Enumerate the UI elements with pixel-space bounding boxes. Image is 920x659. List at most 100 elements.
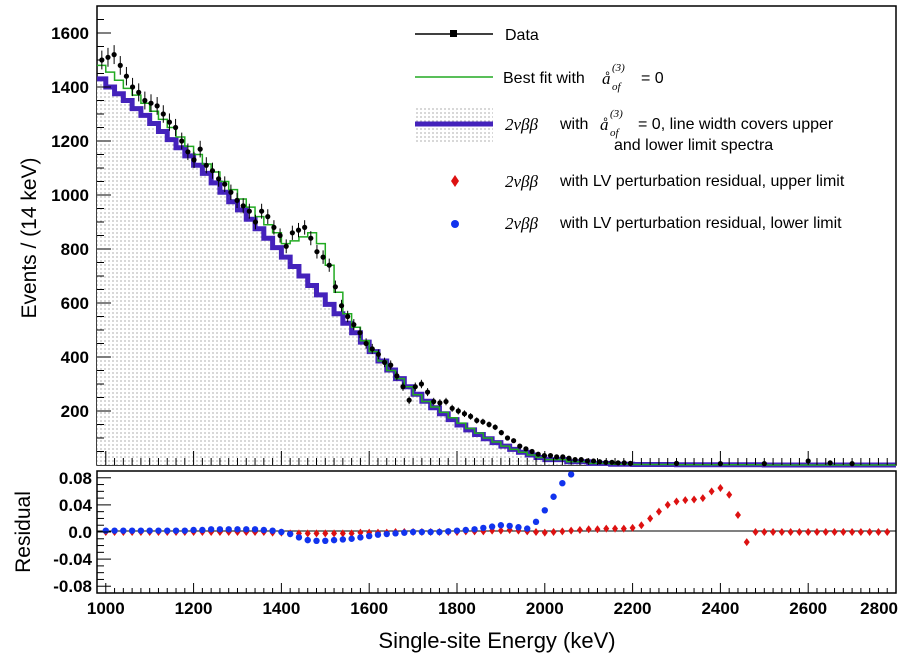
x-tick-label: 2200 xyxy=(614,599,652,618)
residual-lower-point xyxy=(322,537,329,545)
data-point xyxy=(332,284,338,290)
x-tick-label: 1400 xyxy=(262,599,300,618)
residual-lower-point xyxy=(401,529,408,536)
residual-upper-point xyxy=(585,525,592,534)
residual-upper-point xyxy=(813,528,820,536)
main-x-ticks xyxy=(105,451,897,465)
residual-lower-point xyxy=(260,526,268,534)
residual-lower-point xyxy=(541,507,548,514)
data-point xyxy=(363,340,369,347)
data-point xyxy=(234,197,240,203)
residual-lower-point xyxy=(383,530,390,538)
legend-2nubb-with: with xyxy=(559,116,588,133)
residual-upper-point xyxy=(734,511,741,520)
residual-lower-point xyxy=(436,528,443,536)
data-point xyxy=(314,249,320,255)
legend-2nubb-line2: and lower limit spectra xyxy=(614,137,773,154)
data-point xyxy=(252,219,259,225)
main-y-tick-label: 200 xyxy=(61,402,89,421)
legend-data-label: Data xyxy=(505,27,539,44)
residual-upper-point xyxy=(831,528,838,536)
residual-lower-point xyxy=(120,527,127,534)
data-point xyxy=(129,84,136,90)
residual-upper-point xyxy=(743,538,750,547)
data-point xyxy=(584,458,590,464)
main-y-tick-label: 600 xyxy=(61,294,89,313)
residual-upper-point xyxy=(647,514,654,523)
data-point xyxy=(191,157,197,163)
x-axis-title: Single-site Energy (keV) xyxy=(378,628,615,653)
data-point xyxy=(609,459,615,465)
data-point xyxy=(443,398,449,405)
legend-lower-marker xyxy=(451,220,459,228)
data-point xyxy=(498,430,504,436)
residual-lower-point xyxy=(480,524,487,532)
data-point xyxy=(179,138,185,144)
main-y-tick-label: 400 xyxy=(61,348,89,367)
residual-lower-point xyxy=(471,526,478,533)
main-y-axis-title: Events / (14 keV) xyxy=(18,157,41,318)
residual-y-tick-label: -0.08 xyxy=(53,577,92,596)
legend-lower-math: 2νββ xyxy=(505,214,539,233)
data-point xyxy=(504,435,511,441)
residual-lower-point xyxy=(146,527,153,534)
data-point xyxy=(105,54,111,60)
residual-lower-point xyxy=(409,528,417,536)
residual-lower-point xyxy=(418,528,426,536)
residual-lower-point xyxy=(453,527,461,534)
residual-upper-point xyxy=(717,483,724,492)
data-point xyxy=(566,455,572,461)
legend-bestfit-sub: of xyxy=(612,81,623,93)
residual-upper-point xyxy=(682,496,689,505)
data-point xyxy=(240,203,246,209)
data-point xyxy=(357,330,363,336)
data-point xyxy=(142,97,148,104)
data-point xyxy=(166,119,173,125)
data-point xyxy=(597,459,603,465)
residual-lower-point xyxy=(427,528,434,536)
data-point xyxy=(136,89,142,95)
residual-y-ticks: -0.08 -0.04 0.0 0.04 0.08 xyxy=(53,469,111,596)
residual-upper-point xyxy=(778,528,785,536)
data-point xyxy=(197,146,203,152)
residual-upper-point xyxy=(664,500,671,509)
data-point xyxy=(246,208,252,214)
data-point xyxy=(486,421,492,428)
residual-upper-point xyxy=(497,526,504,535)
residual-lower-point xyxy=(348,535,355,542)
residual-x-ticks: 1000 1200 1400 1600 1800 2000 2200 2400 2600 2800 xyxy=(87,583,898,618)
main-y-tick-label: 800 xyxy=(61,240,89,259)
residual-upper-point xyxy=(603,524,610,533)
residual-lower-point xyxy=(313,537,320,545)
data-point xyxy=(111,52,117,58)
residual-lower-point xyxy=(567,471,575,478)
residual-upper-point xyxy=(313,529,320,538)
residual-lower-point xyxy=(190,526,197,534)
data-point xyxy=(381,359,388,365)
bestfit-line xyxy=(97,64,896,466)
data-point xyxy=(154,103,160,109)
residual-lower-point xyxy=(286,530,294,538)
data-point xyxy=(388,362,394,368)
x-tick-label: 2400 xyxy=(701,599,739,618)
data-point xyxy=(394,373,400,379)
legend-data-marker xyxy=(450,30,457,37)
x-tick-label: 1200 xyxy=(175,599,213,618)
data-point xyxy=(474,417,480,424)
residual-lower-point xyxy=(365,532,373,540)
x-tick-label: 2000 xyxy=(526,599,564,618)
residual-upper-point xyxy=(339,529,346,538)
residual-y-tick-label: 0.0 xyxy=(68,523,92,542)
data-point xyxy=(351,322,357,328)
residual-upper-point xyxy=(884,528,891,536)
x-tick-label: 1600 xyxy=(350,599,388,618)
residual-plot-area xyxy=(102,471,891,547)
residual-lower-point xyxy=(243,526,250,533)
residual-upper-point xyxy=(691,495,698,504)
residual-upper-point xyxy=(304,529,311,538)
data-point xyxy=(480,419,486,425)
data-point xyxy=(271,224,277,230)
residual-upper-point xyxy=(866,528,873,536)
residual-upper-point xyxy=(638,521,645,530)
